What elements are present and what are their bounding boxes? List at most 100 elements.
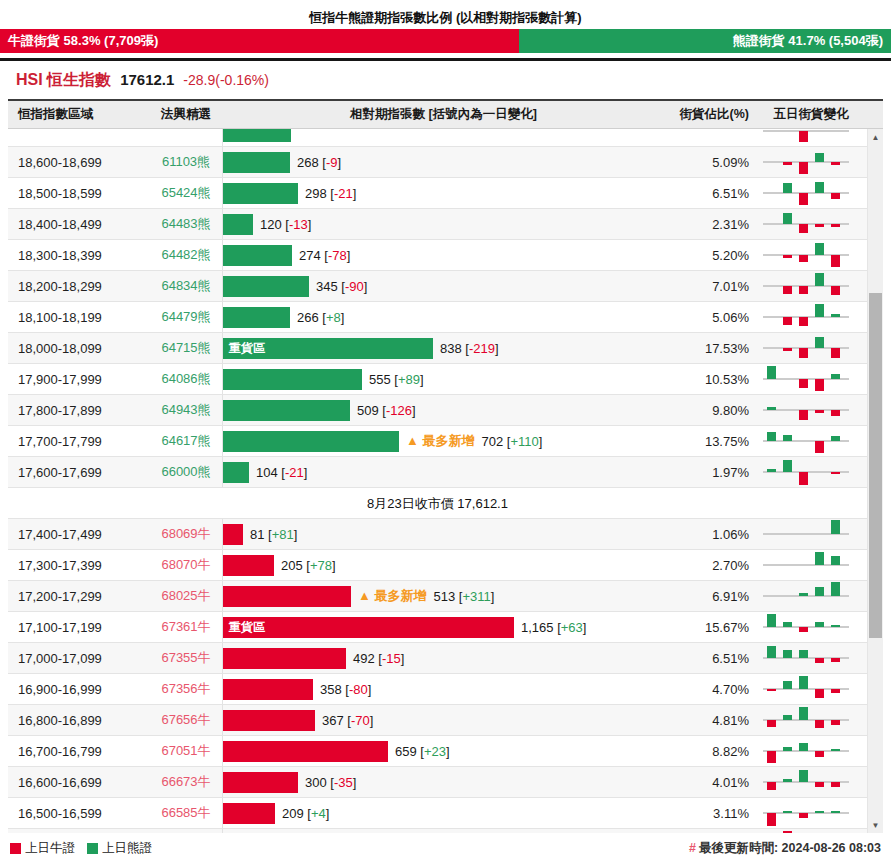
one-day-change: +4 bbox=[311, 806, 326, 821]
warrant-code-link[interactable]: 67355牛 bbox=[150, 649, 222, 667]
bear-volume-bar bbox=[223, 129, 291, 142]
legend-bear-label: 上日熊證 bbox=[102, 840, 152, 855]
five-day-change-chart bbox=[755, 302, 867, 332]
bull-change-bar bbox=[799, 193, 808, 205]
scroll-up-button[interactable]: ▲ bbox=[868, 129, 883, 145]
bull-change-bar bbox=[815, 410, 824, 413]
five-day-change-chart bbox=[755, 829, 867, 833]
bear-change-bar bbox=[799, 770, 808, 782]
index-range-cell: 17,800-17,899 bbox=[8, 403, 150, 418]
warrant-code-link[interactable]: 68069牛 bbox=[150, 525, 222, 543]
bear-ratio-label: 熊證街貨 41.7% (5,504張) bbox=[733, 32, 883, 50]
warrant-code-link[interactable]: 64617熊 bbox=[150, 432, 222, 450]
bear-change-bar bbox=[815, 153, 824, 162]
bull-change-bar bbox=[799, 317, 808, 326]
vertical-scrollbar[interactable]: ▲ ▼ bbox=[867, 129, 883, 833]
warrant-code-link[interactable]: 68025牛 bbox=[150, 587, 222, 605]
outstanding-pct-cell: 5.09% bbox=[665, 155, 755, 170]
legend-bull-item: 上日牛證 bbox=[10, 840, 75, 855]
bull-volume-bar: 重貨區 bbox=[223, 617, 514, 638]
bear-change-bar bbox=[783, 213, 792, 224]
bear-change-bar bbox=[767, 614, 776, 627]
bear-change-bar bbox=[815, 622, 824, 627]
bull-change-bar bbox=[783, 162, 792, 165]
bear-change-bar bbox=[799, 707, 808, 720]
five-day-change-chart bbox=[755, 129, 867, 146]
warrant-code-link[interactable]: 67356牛 bbox=[150, 680, 222, 698]
bull-volume-bar bbox=[223, 679, 313, 700]
bear-change-bar bbox=[767, 407, 776, 410]
last-update-time: #最後更新時間: 2024-08-26 08:03 bbox=[689, 840, 881, 855]
bear-volume-bar bbox=[223, 214, 253, 235]
warrant-code-link[interactable]: 67361牛 bbox=[150, 618, 222, 636]
bull-change-bar bbox=[783, 317, 792, 325]
warrant-code-link[interactable]: 67656牛 bbox=[150, 711, 222, 729]
bull-volume-bar bbox=[223, 803, 275, 824]
warrant-code-link[interactable]: 68070牛 bbox=[150, 556, 222, 574]
outstanding-pct-cell: 2.70% bbox=[665, 558, 755, 573]
one-day-change: -219 bbox=[469, 341, 495, 356]
outstanding-pct-cell: 4.70% bbox=[665, 682, 755, 697]
bull-change-bar bbox=[767, 751, 776, 763]
warrant-code-link[interactable]: 64482熊 bbox=[150, 246, 222, 264]
bull-change-bar bbox=[767, 720, 776, 727]
bull-change-bar bbox=[831, 193, 840, 199]
warrant-code-link[interactable]: 64943熊 bbox=[150, 401, 222, 419]
bear-change-bar bbox=[799, 743, 808, 751]
table-row: 18,100-18,19964479熊266 [+8]5.06% bbox=[8, 302, 867, 333]
one-day-change: -126 bbox=[386, 403, 412, 418]
five-day-change-chart bbox=[755, 147, 867, 177]
index-range-cell: 17,000-17,099 bbox=[8, 651, 150, 666]
bear-volume-bar bbox=[223, 307, 290, 328]
five-day-change-chart bbox=[755, 581, 867, 611]
bear-change-bar bbox=[815, 304, 824, 317]
hash-mark: # bbox=[689, 841, 696, 855]
bull-volume-bar bbox=[223, 555, 274, 576]
five-day-change-chart bbox=[755, 271, 867, 301]
one-day-change: +81 bbox=[272, 527, 294, 542]
heavy-zone-tag: 重貨區 bbox=[223, 619, 265, 636]
one-day-change: -70 bbox=[351, 713, 370, 728]
bear-change-bar bbox=[831, 374, 840, 379]
warrant-code-link[interactable]: 66000熊 bbox=[150, 463, 222, 481]
warrant-code-link[interactable]: 64834熊 bbox=[150, 277, 222, 295]
table-row: 17,600-17,69966000熊104 [-21]1.97% bbox=[8, 457, 867, 488]
warrant-code-link[interactable]: 65424熊 bbox=[150, 184, 222, 202]
index-range-cell: 16,700-16,799 bbox=[8, 744, 150, 759]
contracts-value: 104 [-21] bbox=[256, 465, 307, 480]
warrant-code-link[interactable]: 67051牛 bbox=[150, 742, 222, 760]
bear-change-bar bbox=[831, 520, 840, 534]
table-rows-container: 18,600-18,69961103熊268 [-9]5.09%18,500-1… bbox=[8, 129, 867, 833]
header-5day-change: 五日街貨變化 bbox=[755, 106, 867, 123]
scroll-down-button[interactable]: ▼ bbox=[868, 817, 883, 833]
bull-change-bar bbox=[831, 658, 840, 662]
warrant-code-link[interactable]: 66673牛 bbox=[150, 773, 222, 791]
table-row: 18,000-18,09964715熊重貨區838 [-219]17.53% bbox=[8, 333, 867, 364]
warrant-code-link[interactable]: 64483熊 bbox=[150, 215, 222, 233]
bear-change-bar bbox=[831, 749, 840, 751]
warrant-code-link[interactable]: 64715熊 bbox=[150, 339, 222, 357]
index-range-cell: 17,100-17,199 bbox=[8, 620, 150, 635]
table-row: 17,900-17,99964086熊555 [+89]10.53% bbox=[8, 364, 867, 395]
index-range-cell: 17,200-17,299 bbox=[8, 589, 150, 604]
contracts-value: 266 [+8] bbox=[297, 310, 344, 325]
warrant-code-link[interactable]: 64479熊 bbox=[150, 308, 222, 326]
warrant-code-link[interactable]: 64086熊 bbox=[150, 370, 222, 388]
outstanding-pct-cell: 10.53% bbox=[665, 372, 755, 387]
bear-volume-bar bbox=[223, 369, 362, 390]
contracts-value: 1,165 [+63] bbox=[521, 620, 586, 635]
bull-change-bar bbox=[831, 162, 840, 165]
scrollbar-thumb[interactable] bbox=[869, 293, 882, 638]
table-row: 18,600-18,69961103熊268 [-9]5.09% bbox=[8, 147, 867, 178]
bear-volume-bar bbox=[223, 152, 290, 173]
warrant-code-link[interactable]: 61103熊 bbox=[150, 153, 222, 171]
outstanding-pct-cell: 8.82% bbox=[665, 744, 755, 759]
five-day-change-chart bbox=[755, 333, 867, 363]
one-day-change: -13 bbox=[289, 217, 308, 232]
warrant-code-link[interactable]: 66585牛 bbox=[150, 804, 222, 822]
bull-volume-bar bbox=[223, 648, 346, 669]
bull-change-bar bbox=[831, 410, 840, 416]
legend-bull-label: 上日牛證 bbox=[25, 840, 75, 855]
bear-change-bar bbox=[831, 582, 840, 596]
relative-contracts-cell: 298 [-21] bbox=[222, 178, 665, 208]
